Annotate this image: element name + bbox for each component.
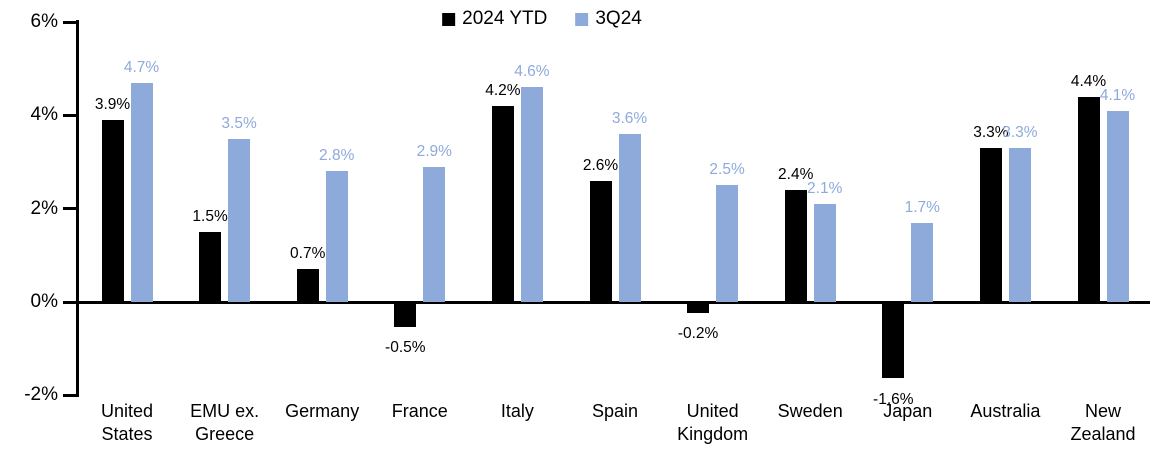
value-label-2024-ytd-new-zealand: 4.4% [1070,72,1107,90]
bar-2024-ytd-japan [882,303,905,379]
y-tick-label-4: 4% [30,104,58,126]
bar-3q24-united-states [130,82,153,302]
value-label-2024-ytd-japan: -1.6% [873,390,914,408]
value-label-3q24-new-zealand: 4.1% [1099,86,1136,104]
bar-3q24-new-zealand [1106,110,1129,302]
y-tick-label-6: 6% [30,11,58,32]
legend-label-2024-ytd: 2024 YTD [462,8,548,29]
x-axis-label-new-zealand: New Zealand [1070,401,1136,444]
x-axis-label-emu-ex-greece: EMU ex. Greece [190,401,260,444]
value-label-3q24-sweden: 2.1% [807,180,843,197]
x-axis-label-australia: Australia [970,401,1041,421]
value-label-3q24-japan: 1.7% [904,198,940,216]
value-label-3q24-united-kingdom: 2.5% [709,161,745,179]
x-axis-line [76,300,1150,304]
x-axis-label-italy: Italy [500,401,534,421]
y-tick-6 [63,20,77,24]
x-axis-label-france: France [391,401,448,421]
bar-3q24-australia [1008,148,1031,302]
value-label-3q24-australia: 3.3% [1002,124,1038,141]
bar-2024-ytd-spain [589,180,612,302]
bar-2024-ytd-united-kingdom [687,303,710,313]
y-tick-4 [63,113,77,117]
legend-swatch-3q24 [575,12,589,26]
bar-3q24-germany [325,171,348,302]
value-label-2024-ytd-united-states: 3.9% [94,96,131,113]
bar-3q24-sweden [813,204,836,302]
x-axis-label-united-states: United States [100,401,154,444]
value-label-3q24-france: 2.9% [416,142,452,160]
x-axis-label-germany: Germany [285,401,360,421]
bar-3q24-italy [520,87,543,302]
value-label-2024-ytd-united-kingdom: -0.2% [677,325,719,343]
value-label-2024-ytd-spain: 2.6% [582,156,619,174]
value-label-3q24-spain: 3.6% [611,110,648,127]
bar-2024-ytd-united-states [101,120,124,302]
value-label-3q24-emu-ex-greece: 3.5% [221,114,257,132]
x-axis-label-spain: Spain [591,401,639,421]
value-label-2024-ytd-germany: 0.7% [290,245,326,263]
value-label-3q24-italy: 4.6% [514,63,550,81]
bar-2024-ytd-australia [979,148,1002,302]
bar-3q24-japan [911,222,934,302]
y-axis-line [76,20,79,398]
bar-2024-ytd-france [394,303,417,327]
bar-3q24-spain [618,134,641,302]
value-label-2024-ytd-emu-ex-greece: 1.5% [192,208,228,225]
y-tick-0 [63,300,77,304]
value-label-3q24-germany: 2.8% [319,147,355,165]
x-axis-label-sweden: Sweden [777,401,843,421]
x-axis-label-japan: Japan [883,401,933,421]
bar-2024-ytd-sweden [784,190,807,302]
legend: 2024 YTD 3Q24 [442,8,642,30]
value-label-2024-ytd-italy: 4.2% [485,82,521,99]
value-label-3q24-united-states: 4.7% [123,58,160,76]
bar-3q24-france [423,166,446,302]
legend-item-2024-ytd: 2024 YTD [442,8,547,30]
value-label-2024-ytd-sweden: 2.4% [778,166,814,183]
y-tick-label-2: -2% [24,384,58,406]
value-label-2024-ytd-australia: 3.3% [973,124,1009,141]
y-tick-2 [63,207,77,211]
x-axis-label-united-kingdom: United Kingdom [677,401,749,444]
bar-2024-ytd-emu-ex-greece [199,232,222,302]
y-tick-label-0: 0% [30,291,58,312]
y-tick-label-2: 2% [30,197,58,219]
value-label-2024-ytd-france: -0.5% [385,339,426,357]
legend-item-3q24: 3Q24 [575,8,642,30]
legend-swatch-2024-ytd [442,12,456,26]
y-tick-2 [63,393,77,397]
bar-2024-ytd-italy [491,106,514,302]
bar-3q24-emu-ex-greece [228,138,251,302]
bar-3q24-united-kingdom [716,185,739,302]
legend-label-3q24: 3Q24 [595,8,642,29]
bar-2024-ytd-new-zealand [1077,96,1100,302]
bar-2024-ytd-germany [296,269,319,302]
